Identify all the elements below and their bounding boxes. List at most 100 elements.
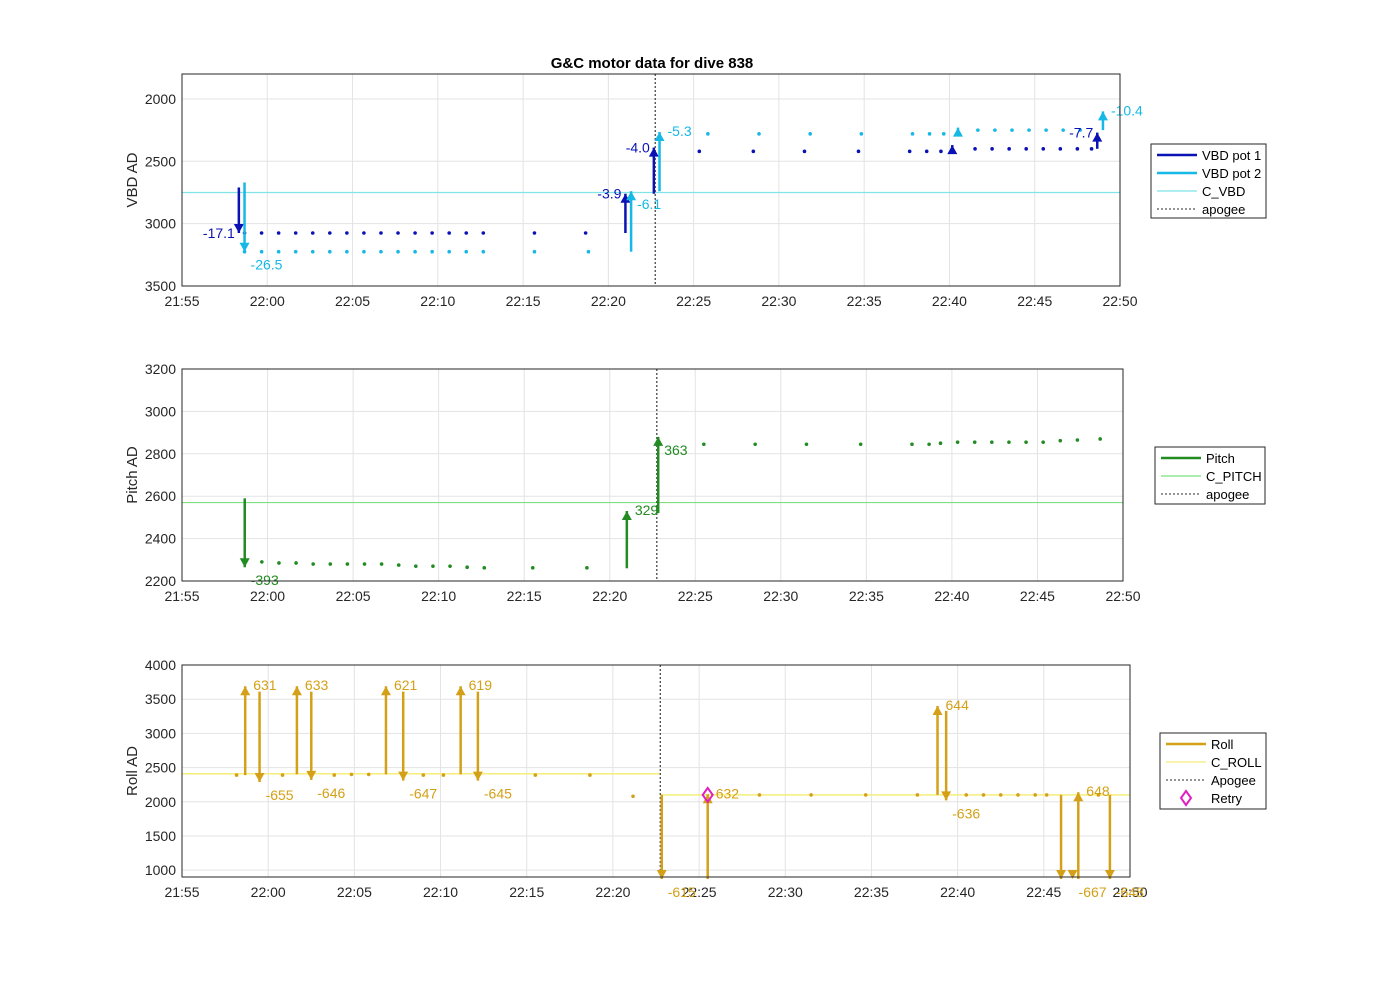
arrow-label: 329 [635, 502, 659, 518]
arrow-head [620, 193, 631, 203]
arrow-head [1056, 870, 1067, 880]
legend-label: Roll [1211, 737, 1234, 752]
data-point [311, 562, 315, 566]
arrow-head [1067, 870, 1078, 880]
legend-label: C_ROLL [1211, 755, 1262, 770]
y-tick-label: 1500 [145, 828, 176, 844]
data-point [941, 132, 946, 136]
data-point [757, 793, 762, 797]
data-point [1075, 438, 1080, 442]
data-point [1098, 437, 1102, 441]
retry-marker [701, 786, 714, 804]
legend-box [1150, 143, 1267, 219]
data-point [431, 564, 435, 568]
x-tick-label: 22:50 [1112, 884, 1147, 900]
x-tick-label: 22:00 [251, 884, 286, 900]
data-point [1027, 128, 1031, 132]
data-point [379, 231, 383, 235]
x-tick-label: 22:45 [1026, 884, 1061, 900]
data-point [907, 149, 912, 154]
x-tick-label: 22:00 [250, 293, 285, 309]
x-tick-label: 22:10 [420, 293, 455, 309]
x-tick-label: 22:25 [676, 293, 711, 309]
arrow-label: -7.7 [1069, 125, 1093, 141]
data-point [447, 231, 451, 235]
arrow-label: -3.9 [597, 186, 621, 202]
data-point [1089, 147, 1094, 151]
data-point [802, 149, 807, 154]
arrow-head [472, 771, 483, 781]
x-tick-label: 22:40 [934, 588, 969, 604]
legend-label: VBD pot 2 [1202, 166, 1261, 181]
data-point [379, 249, 383, 254]
data-point [332, 773, 337, 777]
x-tick-label: 22:45 [1017, 293, 1052, 309]
arrow-label: 631 [253, 677, 277, 693]
y-tick-label: 3000 [145, 216, 176, 232]
figure-title: G&C motor data for dive 838 [551, 55, 754, 72]
x-tick-label: 22:10 [423, 884, 458, 900]
data-point [414, 564, 418, 568]
legend-label: C_VBD [1202, 184, 1245, 199]
data-point [396, 231, 400, 235]
data-point [441, 773, 446, 777]
x-tick-label: 22:25 [682, 884, 717, 900]
axes-box [181, 73, 1121, 287]
y-tick-label: 2600 [145, 488, 176, 504]
data-point [809, 793, 813, 797]
arrow-label: -647 [409, 786, 437, 802]
data-point [1016, 793, 1020, 797]
legend-box [1159, 732, 1267, 810]
data-point [1041, 440, 1045, 444]
data-point [328, 562, 333, 566]
data-point [413, 231, 417, 235]
data-point [964, 793, 969, 797]
data-point [981, 793, 986, 797]
x-tick-label: 21:55 [164, 293, 199, 309]
x-tick-label: 22:15 [506, 293, 541, 309]
data-point [345, 562, 350, 566]
data-point [448, 564, 452, 568]
data-point [939, 149, 943, 154]
data-point [1041, 147, 1046, 151]
y-axis-label: Roll AD [124, 746, 141, 796]
data-point [757, 132, 761, 136]
data-point [631, 794, 635, 799]
arrow-label: 648 [1086, 783, 1110, 799]
arrow-label: -6.1 [637, 196, 661, 212]
y-tick-label: 3000 [145, 725, 176, 741]
y-tick-label: 2800 [145, 446, 176, 462]
x-tick-label: 22:30 [768, 884, 803, 900]
data-point [482, 566, 487, 570]
x-tick-label: 22:40 [940, 884, 975, 900]
y-tick-label: 3500 [145, 278, 176, 294]
arrow-head [233, 224, 244, 233]
arrow-head [239, 558, 250, 568]
arrow-head [1092, 132, 1103, 142]
data-point [277, 561, 281, 565]
arrow-head [654, 131, 665, 141]
data-point [293, 249, 298, 254]
y-tick-label: 2500 [145, 153, 176, 169]
data-point [328, 231, 332, 235]
arrow-label: -667 [1079, 884, 1107, 900]
data-point [753, 442, 757, 447]
arrow-label: -645 [484, 786, 512, 802]
legend-label: Pitch [1206, 451, 1235, 466]
data-point [990, 147, 994, 151]
x-tick-label: 22:40 [932, 293, 967, 309]
data-point [481, 231, 486, 235]
arrow-label: -615 [668, 884, 696, 900]
data-point [927, 442, 931, 447]
data-point [1024, 147, 1028, 151]
data-point [533, 773, 538, 777]
data-point [1044, 128, 1048, 132]
data-point [915, 793, 920, 797]
y-tick-label: 3000 [145, 403, 176, 419]
arrow-label: 619 [469, 677, 493, 693]
legend-label: apogee [1202, 202, 1245, 217]
arrow-label: -10.4 [1111, 102, 1143, 118]
x-tick-label: 21:55 [164, 588, 199, 604]
